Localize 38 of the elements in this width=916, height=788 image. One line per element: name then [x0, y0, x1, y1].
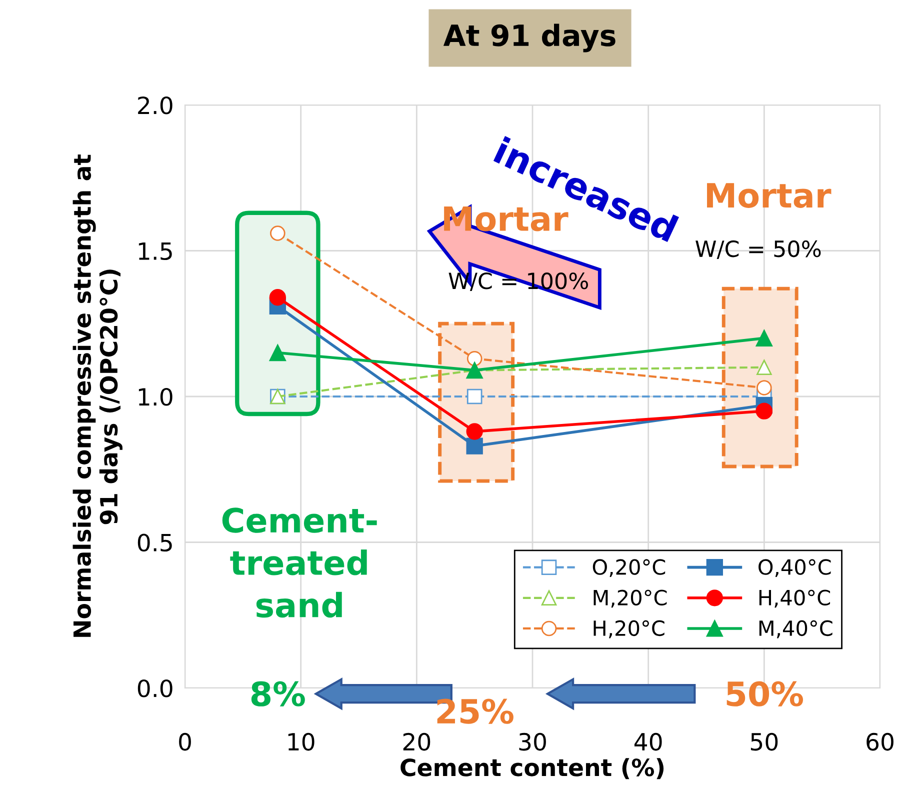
legend-label: H,40°C: [759, 590, 830, 608]
y-tick-label: 0.5: [138, 534, 172, 552]
x-tick-label: 40: [634, 732, 662, 751]
text: 25%: [437, 698, 514, 724]
point: [269, 289, 286, 306]
x-axis-title: Cement content (%): [400, 758, 664, 780]
point: [466, 388, 482, 404]
x-tick-label: 30: [519, 732, 546, 751]
y-tick-label: 0.0: [138, 679, 172, 698]
annotation: W/C = 50%: [696, 240, 821, 259]
point: [466, 350, 482, 366]
point: [756, 360, 772, 375]
x-tick-label: 0: [179, 732, 191, 751]
y-axis-title: Normalsied compressive strength at 91 days (/OPC20°C): [72, 154, 122, 637]
annotation: 8%: [251, 681, 305, 706]
point: [756, 402, 772, 420]
annotation: 50%: [726, 681, 803, 706]
legend-label: O,20°C: [592, 559, 666, 578]
chart-title: At 91 days: [443, 24, 616, 52]
x-tick-label: 20: [403, 732, 430, 751]
legend-label: M,40°C: [759, 620, 832, 638]
annotation: Cement- treated sand: [222, 508, 377, 618]
y-tick-label: 2.0: [138, 96, 172, 114]
legend-label: O,40°C: [758, 559, 831, 578]
y-tick-label: 1.0: [138, 388, 172, 406]
x-tick-label: 50: [750, 732, 778, 751]
point: [270, 226, 286, 241]
point: [269, 344, 286, 362]
legend-label: M,20°C: [594, 590, 667, 608]
point: [756, 330, 772, 347]
point: [756, 380, 772, 396]
point: [466, 438, 483, 454]
x-tick-label: 60: [866, 732, 894, 751]
legend-label: H,20°C: [594, 620, 664, 638]
y-tick-label: 1.5: [138, 242, 172, 260]
x-tick-label: 10: [288, 732, 314, 751]
annotation: Mortar: [707, 183, 832, 208]
point: [466, 423, 483, 440]
